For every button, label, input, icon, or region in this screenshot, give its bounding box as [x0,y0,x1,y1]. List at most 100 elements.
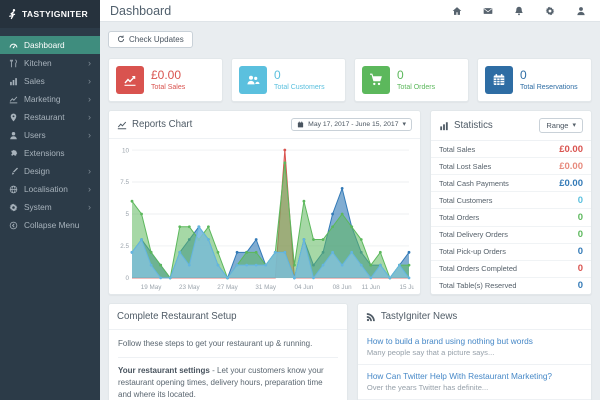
chevron-right-icon: › [88,111,91,122]
news-header: TastyIgniter News [357,304,591,330]
collapse-icon [9,221,18,229]
stat-row: Total Customers 0 [431,192,591,210]
sidebar-item-restaurant[interactable]: Restaurant › [0,108,100,126]
bar-chart-icon [440,121,448,130]
dashboard-icon [9,43,18,48]
stat-card-total-orders: 0 Total Orders [354,58,469,102]
sidebar-nav: Dashboard Kitchen › Sales › Marketing › … [0,36,100,234]
sidebar-item-label: Marketing [24,94,61,104]
line-chart-icon [117,121,127,129]
customers-group-icon [239,66,267,94]
sidebar-item-label: System [24,202,52,212]
brand-name: TASTYIGNITER [22,9,88,19]
stat-card-total-sales: £0.00 Total Sales [108,58,223,102]
stat-cards: £0.00 Total Sales 0 Total Customers 0 [100,58,600,102]
paint-brush-icon [11,167,18,175]
sidebar-item-design[interactable]: Design › [0,162,100,180]
sidebar-item-label: Dashboard [24,40,65,50]
sidebar-item-localisation[interactable]: Localisation › [0,180,100,198]
stat-card-total-reservations: 0 Total Reservations [477,58,592,102]
chevron-right-icon: › [88,129,91,140]
svg-text:0: 0 [125,275,129,282]
stat-row: Total Lost Sales £0.00 [431,158,591,176]
top-bar: Dashboard [100,0,600,22]
panel-title: TastyIgniter News [380,311,458,322]
stat-value: 0 [520,68,527,83]
bar-chart-icon [10,77,17,85]
sales-chart-icon [116,66,144,94]
stat-label: Total Reservations [520,83,578,91]
user-icon [10,131,17,139]
middle-row: Reports Chart May 17, 2017 - June 15, 20… [100,110,600,295]
statistics-header: Statistics Range ▾ [431,111,591,141]
svg-text:04 Jun: 04 Jun [294,284,313,291]
sidebar-item-label: Restaurant [24,112,65,122]
stat-row: Total Delivery Orders 0 [431,227,591,244]
panel-title: Complete Restaurant Setup [117,311,237,322]
reports-chart-panel: Reports Chart May 17, 2017 - June 15, 20… [108,110,421,295]
puzzle-icon [11,149,18,156]
page-title: Dashboard [110,3,172,18]
messages-icon[interactable] [483,6,493,16]
stat-row: Total Sales £0.00 [431,141,591,159]
top-bar-actions [452,6,586,16]
sidebar-item-sales[interactable]: Sales › [0,72,100,90]
stat-card-total-customers: 0 Total Customers [231,58,346,102]
statistics-panel: Statistics Range ▾ Total Sales £0.00 Tota… [430,110,592,295]
reports-chart-header: Reports Chart May 17, 2017 - June 15, 20… [109,111,420,139]
reports-chart[interactable]: 0 2.5 5 7.5 10 19 May 23 May 27 May 31 May 04 Jun… [112,142,414,293]
panel-title: Statistics [454,120,493,131]
account-user-icon[interactable] [576,6,586,16]
news-excerpt: Many people say that a picture says... [366,348,495,357]
calendar-icon [298,121,304,128]
stat-value: 0 [274,68,281,83]
date-range-button[interactable]: May 17, 2017 - June 15, 2017 ▾ [291,118,412,131]
calendar-icon [485,66,513,94]
notifications-bell-icon[interactable] [514,6,524,16]
setup-intro: Follow these steps to get your restauran… [118,331,338,358]
stat-value: 0 [397,68,404,83]
stat-row: Total Pick-up Orders 0 [431,244,591,261]
sidebar-item-users[interactable]: Users › [0,126,100,144]
home-icon[interactable] [452,6,462,16]
sidebar-item-label: Localisation [24,184,68,194]
main-content: Check Updates £0.00 Total Sales 0 [100,22,600,400]
check-updates-button[interactable]: Check Updates [108,30,193,48]
news-link[interactable]: How Can Twitter Help With Restaurant Mar… [366,371,553,381]
bottom-row: Complete Restaurant Setup Follow these s… [100,303,600,400]
chevron-right-icon: › [88,183,91,194]
chevron-right-icon: › [88,57,91,68]
running-chef-icon [9,9,16,20]
sidebar-item-label: Extensions [24,148,65,158]
settings-gear-icon[interactable] [545,6,555,16]
sidebar-item-label: Design [24,166,50,176]
stat-label: Total Orders [397,83,436,91]
sidebar-item-extensions[interactable]: Extensions [0,144,100,162]
globe-icon [9,185,18,193]
sidebar-item-kitchen[interactable]: Kitchen › [0,54,100,72]
sidebar-item-label: Collapse Menu [24,220,80,230]
sidebar-item-label: Kitchen [24,58,52,68]
map-marker-icon [10,113,17,121]
sidebar-item-marketing[interactable]: Marketing › [0,90,100,108]
sidebar: TASTYIGNITER Dashboard Kitchen › Sales ›… [0,0,100,400]
news-excerpt: Over the years Twitter has definite... [366,383,489,392]
range-dropdown-button[interactable]: Range ▾ [539,118,583,133]
sidebar-item-system[interactable]: System › [0,198,100,216]
news-link[interactable]: How to build a brand using nothing but w… [366,336,533,346]
sidebar-item-dashboard[interactable]: Dashboard [0,36,100,54]
caret-down-icon: ▾ [402,121,406,128]
svg-text:15 Jun: 15 Jun [400,284,414,291]
chevron-right-icon: › [88,75,91,86]
chevron-right-icon: › [88,165,91,176]
cutlery-icon [9,58,17,67]
line-chart-icon [9,96,18,103]
restaurant-setup-panel: Complete Restaurant Setup Follow these s… [108,303,348,400]
check-updates-label: Check Updates [129,34,184,44]
stat-row: Total Table(s) Reserved 0 [439,280,583,292]
rss-icon [366,312,375,321]
sidebar-item-collapse-menu[interactable]: Collapse Menu [0,216,100,234]
brand-logo[interactable]: TASTYIGNITER [0,0,100,28]
panel-title: Reports Chart [132,119,193,130]
